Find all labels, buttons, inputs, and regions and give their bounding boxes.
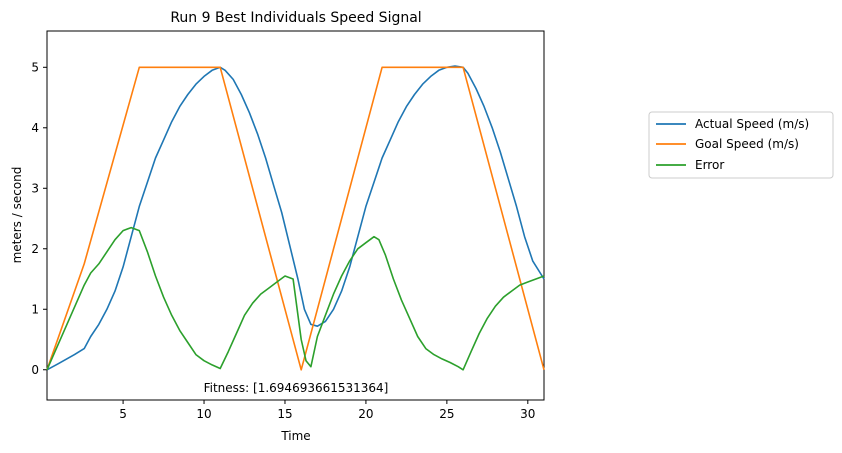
y-tick-label: 5	[31, 60, 39, 74]
y-axis-label: meters / second	[10, 167, 24, 264]
series-line-error	[46, 226, 545, 371]
y-tick-label: 1	[31, 302, 39, 316]
legend-label-error: Error	[695, 158, 724, 172]
series-layer	[46, 65, 545, 371]
x-tick-label: 15	[277, 407, 292, 421]
series-line-actual-speed	[46, 65, 545, 371]
x-tick-label: 20	[358, 407, 373, 421]
annotation-fitness: Fitness: [1.694693661531364]	[204, 381, 389, 395]
x-tick-label: 10	[196, 407, 211, 421]
y-tick-label: 0	[31, 363, 39, 377]
x-tick-label: 30	[520, 407, 535, 421]
x-tick-label: 25	[439, 407, 454, 421]
x-axis-label: Time	[280, 429, 310, 443]
y-axis-ticks: 0 1 2 3 4 5	[31, 60, 47, 377]
y-tick-label: 3	[31, 181, 39, 195]
x-tick-label: 5	[119, 407, 127, 421]
y-tick-label: 4	[31, 121, 39, 135]
legend: Actual Speed (m/s) Goal Speed (m/s) Erro…	[648, 111, 834, 179]
legend-label-goal: Goal Speed (m/s)	[695, 137, 799, 151]
plot-frame	[46, 30, 545, 401]
y-tick-label: 2	[31, 242, 39, 256]
legend-box	[648, 111, 834, 179]
chart-title: Run 9 Best Individuals Speed Signal	[170, 10, 421, 26]
x-axis-ticks: 5 10 15 20 25 30	[119, 400, 535, 421]
legend-label-actual: Actual Speed (m/s)	[695, 117, 809, 131]
series-line-goal-speed	[46, 66, 545, 371]
